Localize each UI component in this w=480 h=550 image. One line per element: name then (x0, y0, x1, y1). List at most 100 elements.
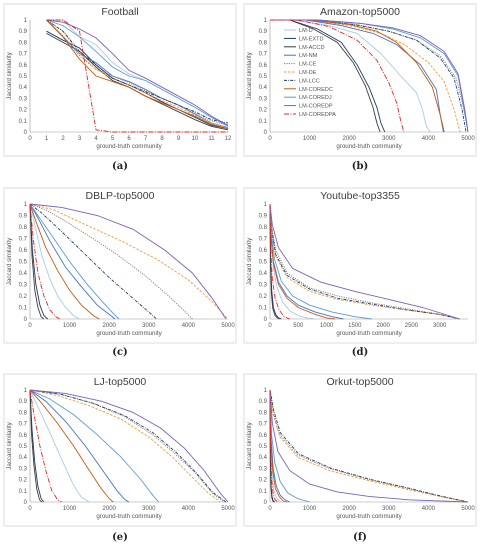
panel-caption: (a) (112, 161, 128, 172)
y-tick-label: 0.2 (259, 108, 268, 114)
y-tick-label: 1 (24, 388, 28, 394)
y-tick-label: 0.4 (259, 455, 268, 461)
y-tick-label: 0.2 (259, 294, 268, 300)
series-line-lm-lcc (269, 203, 460, 320)
y-axis-label: Jaccard similarity (246, 237, 253, 285)
series-line-lm-coredc (269, 389, 288, 503)
legend-label: LM-COREDJ (299, 95, 332, 101)
y-tick-label: 0.7 (259, 237, 268, 243)
series-line-lm-d (270, 19, 431, 133)
x-tick-label: 4000 (182, 323, 196, 329)
y-tick-label: 0.4 (259, 271, 268, 277)
series-line-lm-accd (269, 203, 280, 320)
legend-label: LM-ACCD (299, 45, 324, 51)
chart-title: LJ-top5000 (94, 376, 147, 388)
series-line-lm-nm (270, 19, 444, 133)
chart-panel-b: Amazon-top5000 0 0.1 0.2 0.3 0.4 0.5 0.6 0.7 0.8 0… (243, 3, 477, 157)
series-line-lm-coredpa (29, 203, 60, 320)
x-tick-label: 5000 (461, 136, 475, 142)
series-line-lm-coredc (269, 203, 336, 320)
chart-title: Amazon-top5000 (320, 6, 400, 18)
y-tick-label: 0 (24, 130, 28, 136)
y-tick-label: 0.7 (19, 422, 28, 428)
series-line-lm-coredpa (270, 19, 405, 133)
chart-panel-d: Youtube-top3355 0 0.1 0.2 0.3 0.4 0.5 0.6 0.7 0.8… (243, 187, 477, 344)
x-tick-label: 0 (268, 323, 272, 329)
y-tick-label: 0.6 (259, 63, 268, 69)
x-tick-label: 1000 (63, 506, 77, 512)
series-line-lm-accd (270, 19, 381, 133)
legend-label: LM-D (299, 28, 313, 34)
y-tick-label: 0.3 (19, 96, 28, 102)
x-axis-label: ground-truth community (336, 143, 402, 150)
x-tick-label: 5 (111, 136, 115, 142)
series-line-lm-coredj (29, 203, 120, 320)
panel-frame (3, 3, 237, 157)
y-tick-label: 0.7 (259, 422, 268, 428)
series-line-lm-coredj (46, 19, 229, 127)
x-tick-label: 1000 (303, 506, 317, 512)
y-tick-label: 0.1 (259, 119, 268, 125)
legend-label: LM-COREDP (299, 104, 333, 110)
y-tick-label: 0.5 (259, 444, 268, 450)
x-tick-label: 2000 (103, 323, 117, 329)
legend-label: LM-CE (299, 62, 317, 68)
x-tick-label: 2500 (405, 323, 419, 329)
series-line-lm-d (29, 389, 90, 503)
y-tick-label: 0.8 (259, 225, 268, 231)
panel-caption: (c) (112, 347, 128, 358)
panel-caption: (d) (352, 347, 368, 358)
y-tick-label: 0.9 (19, 399, 28, 405)
y-tick-label: 0.1 (259, 489, 268, 495)
x-tick-label: 0 (268, 506, 272, 512)
y-tick-label: 0.1 (19, 306, 28, 312)
x-tick-label: 5000 (221, 323, 235, 329)
chart-panel-c: DBLP-top5000 0 0.1 0.2 0.3 0.4 0.5 0.6 0.7 0.8 0.9… (3, 187, 237, 344)
chart-legend: LM-D LM-EXTD LM-ACCD LM-NM LM-CE LM-DE LM-LCC L… (284, 28, 336, 118)
x-tick-label: 8 (160, 136, 164, 142)
panel-caption: (f) (353, 532, 367, 543)
y-tick-label: 0.2 (19, 478, 28, 484)
x-tick-label: 2000 (343, 506, 357, 512)
series-line-lm-de (269, 389, 469, 503)
series-line-lm-coredp (29, 203, 227, 320)
chart-title: Youtube-top3355 (320, 190, 400, 202)
y-tick-label: 0.5 (259, 74, 268, 80)
y-tick-label: 0 (264, 317, 268, 323)
x-tick-label: 1500 (348, 323, 362, 329)
chart-panel-e: LJ-top500000.10.20.30.40.50.60.70.80.910… (3, 373, 237, 527)
y-tick-label: 0.1 (259, 306, 268, 312)
series-line-lm-lcc (29, 389, 227, 503)
series-line-lm-coredp (29, 389, 229, 503)
x-tick-label: 2 (61, 136, 65, 142)
panel-caption: (e) (112, 532, 128, 543)
series-line-lm-coredp (270, 19, 469, 133)
legend-label: LM-EXTD (299, 36, 324, 42)
x-tick-label: 3 (78, 136, 82, 142)
y-tick-label: 0.7 (19, 237, 28, 243)
y-tick-label: 0 (264, 130, 268, 136)
x-tick-label: 5000 (461, 506, 475, 512)
x-tick-label: 1000 (320, 323, 334, 329)
y-tick-label: 0.9 (259, 214, 268, 220)
series-line-lm-coredpa (269, 389, 279, 503)
legend-label: LM-NM (299, 53, 318, 59)
x-axis-label: ground-truth community (336, 330, 402, 337)
x-tick-label: 500 (293, 323, 304, 329)
y-tick-label: 0.6 (19, 433, 28, 439)
series-line-lm-coredp (269, 203, 460, 320)
y-tick-label: 0.9 (19, 29, 28, 35)
y-tick-label: 0.4 (19, 271, 28, 277)
y-tick-label: 0.8 (259, 410, 268, 416)
y-tick-label: 1 (24, 202, 28, 208)
y-axis-label: Jaccard similarity (6, 237, 13, 285)
y-tick-label: 0.5 (19, 444, 28, 450)
y-tick-label: 0.6 (19, 63, 28, 69)
chart-title: Orkut-top5000 (326, 376, 393, 388)
x-tick-label: 3000 (382, 506, 396, 512)
x-tick-label: 6 (127, 136, 131, 142)
y-tick-label: 0.2 (19, 294, 28, 300)
y-axis-label: Jaccard similarity (6, 421, 13, 469)
x-tick-label: 3000 (433, 323, 447, 329)
y-tick-label: 0.5 (19, 260, 28, 266)
